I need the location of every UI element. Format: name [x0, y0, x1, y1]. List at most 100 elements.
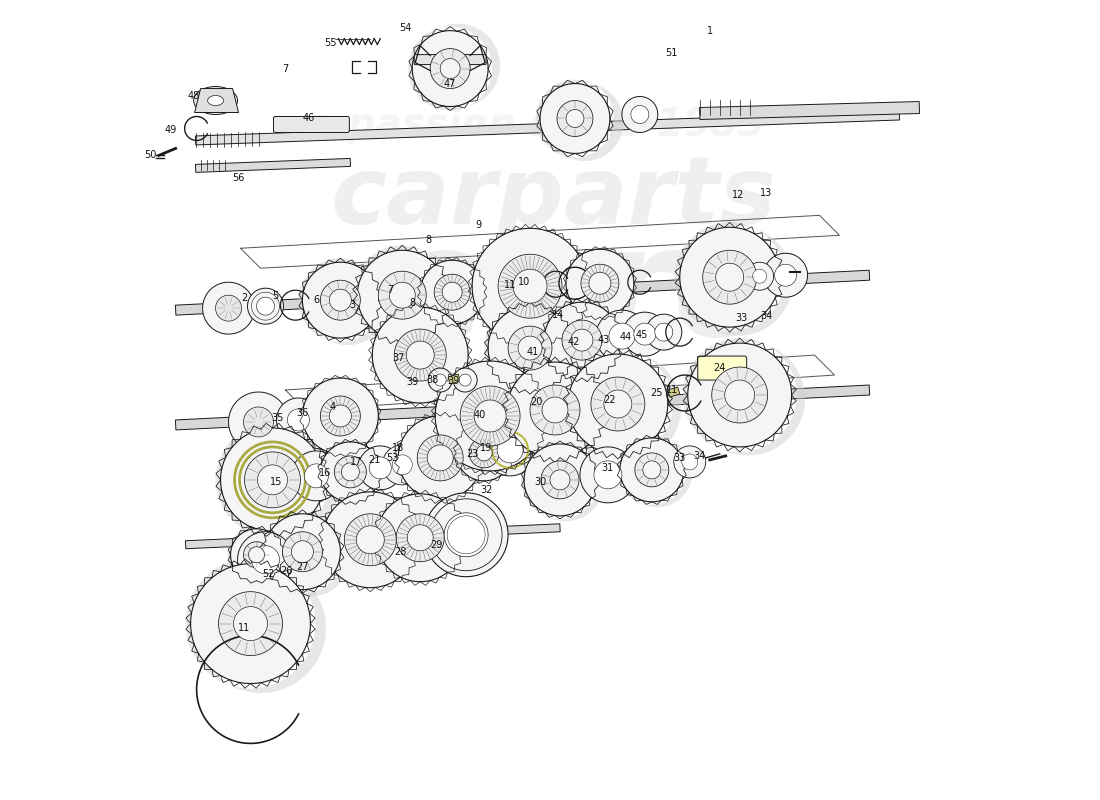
Polygon shape [389, 282, 415, 308]
Polygon shape [580, 447, 636, 503]
Polygon shape [688, 343, 792, 447]
Polygon shape [674, 446, 706, 478]
Polygon shape [536, 79, 624, 161]
Text: 30: 30 [534, 477, 546, 487]
Polygon shape [571, 329, 593, 351]
Polygon shape [430, 499, 502, 570]
Text: 22: 22 [604, 395, 616, 405]
Polygon shape [243, 407, 274, 437]
Polygon shape [257, 465, 287, 495]
Text: 9: 9 [475, 220, 481, 230]
Polygon shape [425, 493, 508, 577]
Text: 11: 11 [239, 622, 251, 633]
Polygon shape [544, 302, 620, 378]
Polygon shape [376, 494, 464, 582]
Text: 15: 15 [271, 477, 283, 487]
Polygon shape [194, 86, 238, 114]
Polygon shape [566, 110, 584, 127]
Text: 4: 4 [329, 402, 336, 412]
Polygon shape [244, 452, 300, 508]
Polygon shape [763, 254, 807, 297]
Text: 14: 14 [552, 310, 564, 320]
Polygon shape [420, 260, 484, 324]
Polygon shape [219, 592, 283, 655]
Polygon shape [540, 83, 609, 154]
Text: 54: 54 [399, 22, 411, 33]
Polygon shape [231, 529, 283, 581]
Polygon shape [524, 444, 596, 516]
Text: 39: 39 [447, 376, 460, 386]
Polygon shape [370, 457, 392, 479]
Polygon shape [507, 362, 603, 458]
Polygon shape [746, 262, 773, 290]
Polygon shape [302, 378, 378, 454]
Text: 56: 56 [232, 174, 244, 183]
Text: 31: 31 [602, 463, 614, 473]
Polygon shape [568, 354, 668, 454]
Polygon shape [700, 102, 920, 119]
Polygon shape [393, 455, 412, 475]
Polygon shape [617, 435, 692, 507]
Polygon shape [352, 246, 461, 349]
Polygon shape [594, 461, 621, 489]
Polygon shape [276, 398, 320, 442]
Polygon shape [456, 425, 513, 481]
Polygon shape [407, 525, 433, 550]
Text: 25: 25 [650, 388, 663, 398]
Polygon shape [372, 307, 469, 403]
Polygon shape [682, 454, 697, 470]
Polygon shape [208, 95, 223, 106]
Polygon shape [631, 106, 649, 123]
Text: 33: 33 [736, 313, 748, 323]
Polygon shape [541, 461, 579, 499]
Text: 55: 55 [324, 38, 337, 48]
Polygon shape [398, 416, 482, 500]
Text: 29: 29 [430, 540, 442, 550]
Polygon shape [497, 437, 522, 463]
Polygon shape [344, 514, 396, 566]
Text: 39: 39 [406, 377, 418, 387]
Text: 8: 8 [425, 235, 431, 246]
Text: 28: 28 [394, 546, 406, 557]
Text: 50: 50 [144, 150, 157, 161]
Text: 11: 11 [666, 385, 678, 395]
Polygon shape [320, 280, 361, 320]
Text: 36: 36 [296, 408, 309, 418]
Polygon shape [320, 396, 361, 436]
Text: 7: 7 [387, 285, 394, 295]
Polygon shape [322, 492, 418, 588]
Polygon shape [588, 272, 610, 294]
Polygon shape [238, 532, 294, 588]
Text: 24: 24 [714, 363, 726, 373]
Polygon shape [329, 289, 351, 311]
Polygon shape [508, 326, 552, 370]
Polygon shape [472, 228, 587, 344]
Polygon shape [484, 424, 536, 476]
Polygon shape [668, 387, 680, 397]
Text: a passion since 1985: a passion since 1985 [308, 106, 764, 145]
Polygon shape [596, 310, 648, 362]
Polygon shape [581, 264, 619, 302]
Text: 42: 42 [568, 337, 580, 347]
Polygon shape [434, 274, 470, 310]
Polygon shape [591, 377, 645, 431]
Polygon shape [604, 390, 631, 418]
Polygon shape [378, 271, 426, 319]
Polygon shape [406, 341, 434, 369]
Text: 10: 10 [518, 278, 530, 287]
Polygon shape [252, 546, 279, 574]
Polygon shape [621, 97, 658, 133]
Text: 52: 52 [262, 569, 275, 578]
Polygon shape [329, 405, 351, 427]
Polygon shape [646, 314, 682, 350]
Text: 1: 1 [706, 26, 713, 36]
Polygon shape [563, 349, 681, 462]
Polygon shape [359, 446, 403, 490]
Text: 5: 5 [273, 291, 278, 301]
Polygon shape [243, 542, 270, 568]
Polygon shape [261, 510, 351, 597]
Polygon shape [453, 368, 477, 392]
Polygon shape [521, 441, 605, 521]
Polygon shape [298, 258, 389, 345]
Polygon shape [256, 297, 275, 315]
